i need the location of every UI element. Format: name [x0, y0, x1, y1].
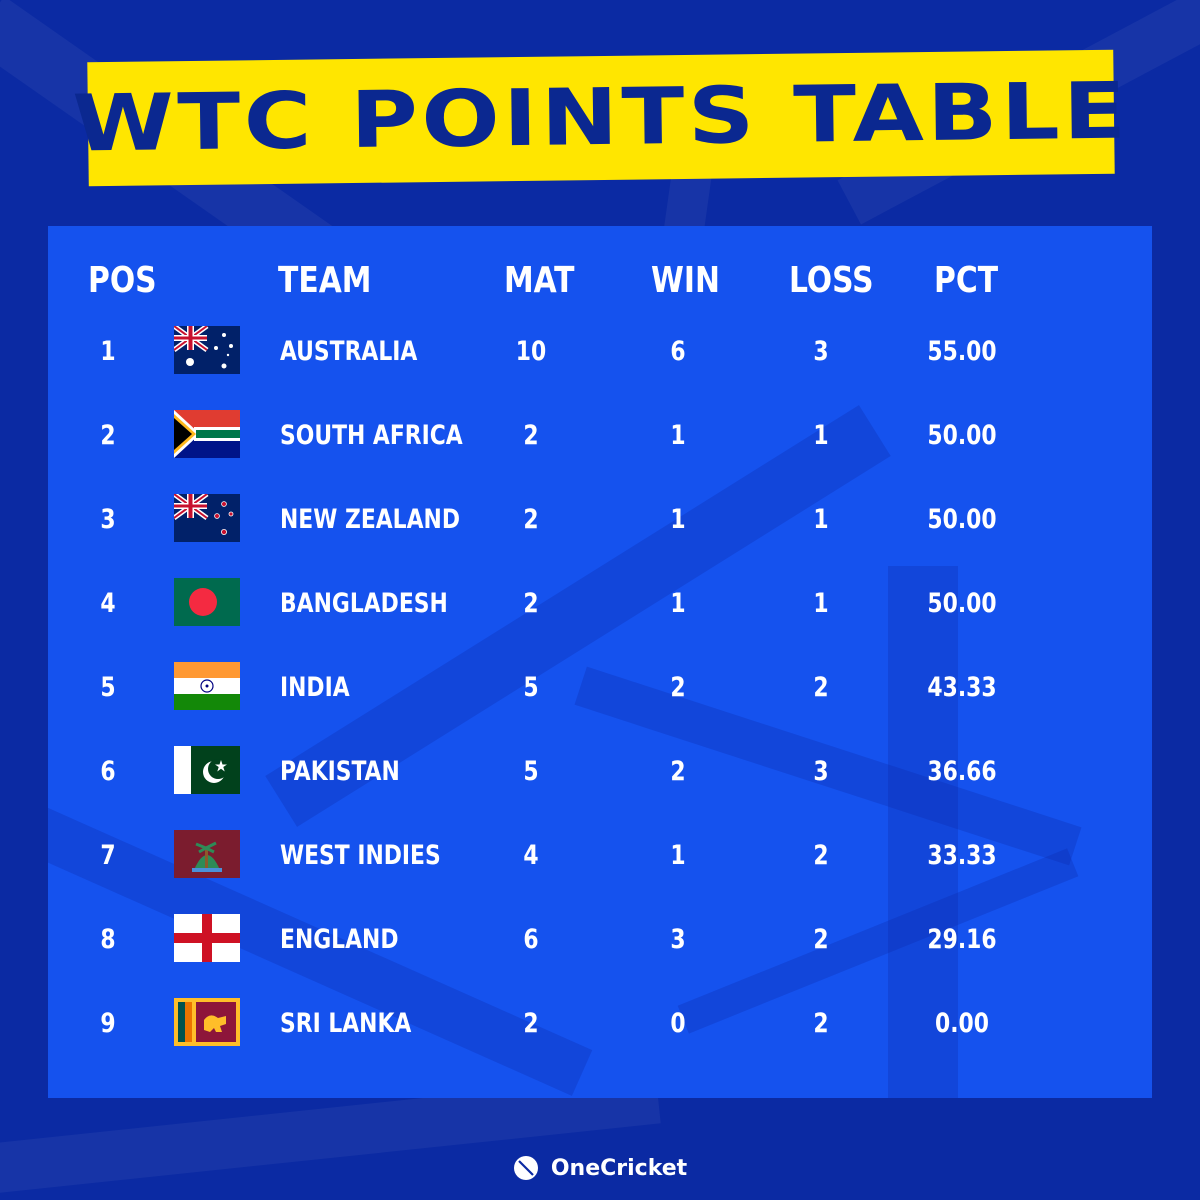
table-row: 7 WEST INDIES 4 1 2 33.33: [48, 830, 1152, 890]
team-name: INDIA: [280, 672, 350, 703]
team-name: ENGLAND: [280, 924, 399, 955]
pos-cell: 1: [100, 336, 116, 367]
win-cell: 2: [670, 672, 686, 703]
pos-cell: 4: [100, 588, 116, 619]
page-title: WTC POINTS TABLE: [71, 66, 1131, 170]
points-table: POS TEAM MAT WIN LOSS PCT 1 AUSTRALIA 10…: [48, 226, 1152, 1098]
west-indies-flag: [174, 830, 240, 878]
mat-cell: 10: [515, 336, 547, 367]
header-mat: MAT: [504, 260, 575, 301]
sri-lanka-flag: [174, 998, 240, 1046]
pos-cell: 3: [100, 504, 116, 535]
team-name: SOUTH AFRICA: [280, 420, 463, 451]
loss-cell: 2: [813, 1008, 829, 1039]
team-name: PAKISTAN: [280, 756, 400, 787]
win-cell: 3: [670, 924, 686, 955]
loss-cell: 3: [813, 336, 829, 367]
pos-cell: 2: [100, 420, 116, 451]
team-name: SRI LANKA: [280, 1008, 412, 1039]
mat-cell: 5: [523, 756, 539, 787]
cricket-ball-icon: [513, 1156, 538, 1180]
table-row: 8 ENGLAND 6 3 2 29.16: [48, 914, 1152, 974]
pos-cell: 5: [100, 672, 116, 703]
brand-footer: OneCricket: [0, 1150, 1200, 1186]
england-flag: [174, 914, 240, 962]
pos-cell: 8: [100, 924, 116, 955]
mat-cell: 5: [523, 672, 539, 703]
loss-cell: 2: [813, 672, 829, 703]
table-row: 4 BANGLADESH 2 1 1 50.00: [48, 578, 1152, 638]
pct-cell: 36.66: [927, 756, 997, 787]
australia-flag: [174, 326, 240, 374]
bangladesh-flag: [174, 578, 240, 626]
loss-cell: 1: [813, 504, 829, 535]
table-row: 3 NEW ZEALAND 2 1 1 50.00: [48, 494, 1152, 554]
loss-cell: 1: [813, 588, 829, 619]
loss-cell: 1: [813, 420, 829, 451]
win-cell: 1: [670, 504, 686, 535]
loss-cell: 3: [813, 756, 829, 787]
pct-cell: 43.33: [927, 672, 997, 703]
win-cell: 6: [670, 336, 686, 367]
mat-cell: 2: [523, 420, 539, 451]
mat-cell: 2: [523, 588, 539, 619]
mat-cell: 2: [523, 1008, 539, 1039]
table-row: 6 PAKISTAN 5 2 3 36.66: [48, 746, 1152, 806]
header-pct: PCT: [934, 260, 999, 301]
pos-cell: 7: [100, 840, 116, 871]
header-team: TEAM: [278, 260, 372, 301]
mat-cell: 2: [523, 504, 539, 535]
header-loss: LOSS: [789, 260, 874, 301]
loss-cell: 2: [813, 840, 829, 871]
header-win: WIN: [651, 260, 720, 301]
india-flag: [174, 662, 240, 710]
win-cell: 2: [670, 756, 686, 787]
table-row: 9 SRI LANKA 2 0 2 0.00: [48, 998, 1152, 1058]
header-pos: POS: [88, 260, 157, 301]
panel-decor: [48, 226, 1152, 1098]
pct-cell: 50.00: [927, 588, 997, 619]
south-africa-flag: [174, 410, 240, 458]
pakistan-flag: [174, 746, 240, 794]
mat-cell: 4: [523, 840, 539, 871]
win-cell: 1: [670, 588, 686, 619]
brand-name: OneCricket: [550, 1155, 688, 1181]
pct-cell: 29.16: [927, 924, 997, 955]
pct-cell: 50.00: [927, 504, 997, 535]
new-zealand-flag: [174, 494, 240, 542]
table-row: 1 AUSTRALIA 10 6 3 55.00: [48, 326, 1152, 386]
mat-cell: 6: [523, 924, 539, 955]
win-cell: 1: [670, 840, 686, 871]
pos-cell: 9: [100, 1008, 116, 1039]
team-name: NEW ZEALAND: [280, 504, 460, 535]
pos-cell: 6: [100, 756, 116, 787]
table-row: 2 SOUTH AFRICA 2 1 1 50.00: [48, 410, 1152, 470]
loss-cell: 2: [813, 924, 829, 955]
pct-cell: 50.00: [927, 420, 997, 451]
pct-cell: 0.00: [935, 1008, 989, 1039]
team-name: BANGLADESH: [280, 588, 448, 619]
pct-cell: 33.33: [927, 840, 997, 871]
pct-cell: 55.00: [927, 336, 997, 367]
win-cell: 0: [670, 1008, 686, 1039]
title-banner: WTC POINTS TABLE: [72, 49, 1130, 187]
team-name: WEST INDIES: [280, 840, 441, 871]
win-cell: 1: [670, 420, 686, 451]
team-name: AUSTRALIA: [280, 336, 418, 367]
table-row: 5 INDIA 5 2 2 43.33: [48, 662, 1152, 722]
